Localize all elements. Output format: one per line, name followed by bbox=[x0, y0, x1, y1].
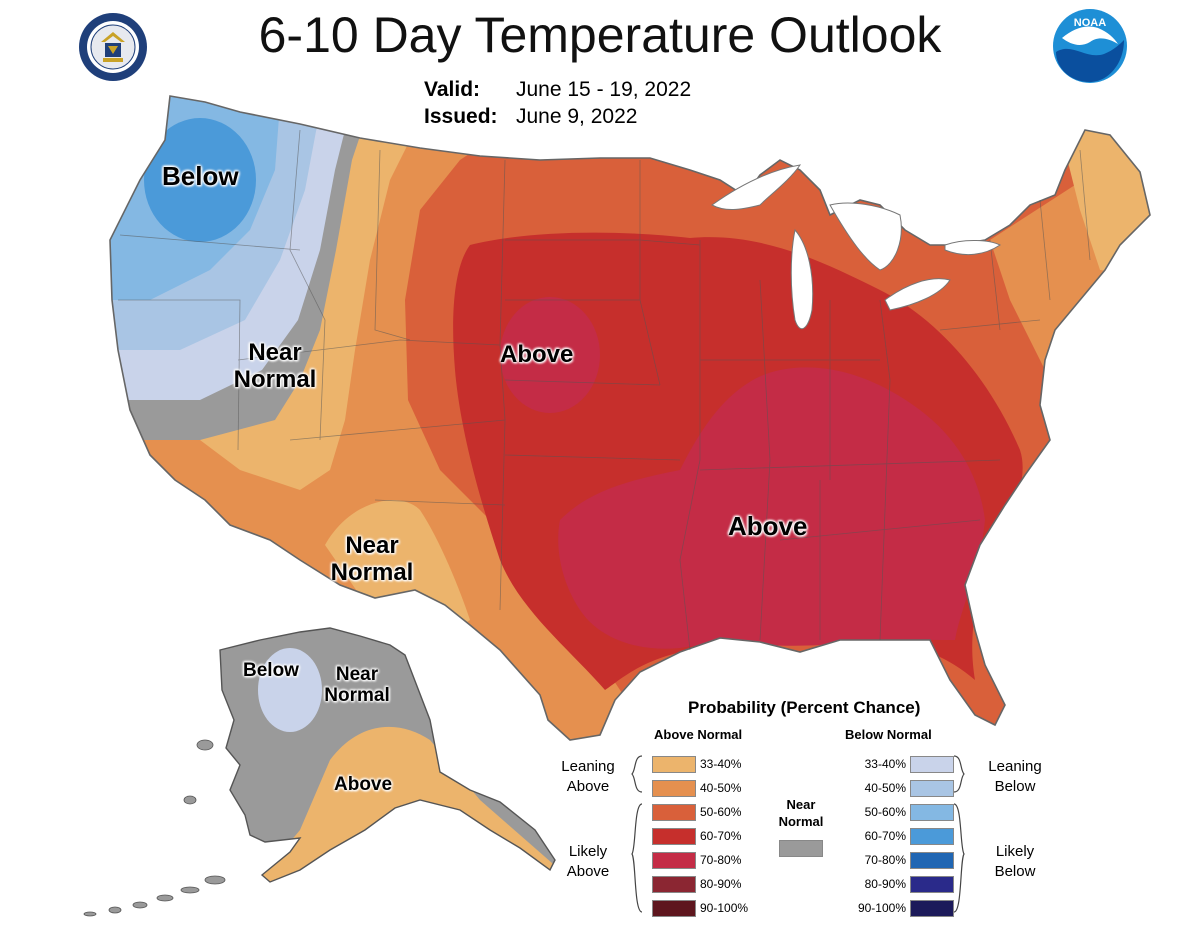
great-lakes bbox=[711, 164, 1001, 330]
legend-below-range-label: 50-60% bbox=[864, 805, 906, 819]
legend-title: Probability (Percent Chance) bbox=[688, 698, 921, 717]
legend-below-range-label: 40-50% bbox=[864, 781, 906, 795]
legend-below-range-label: 60-70% bbox=[864, 829, 906, 843]
noaa-logo-text: NOAA bbox=[1074, 17, 1106, 29]
legend-below-swatch bbox=[910, 900, 954, 917]
conus-outline bbox=[109, 95, 1151, 741]
legend-above-header: Above Normal bbox=[654, 727, 743, 742]
legend-leaning-above: Leaning Above bbox=[561, 758, 615, 795]
label-ak-above: Above bbox=[334, 774, 393, 795]
legend-above-swatch bbox=[652, 876, 696, 893]
alaska-outline bbox=[219, 627, 556, 883]
label-sw-near-normal: Near Normal bbox=[330, 532, 414, 586]
label-ak-near-normal: Near Normal bbox=[324, 664, 390, 707]
legend-leaning-below: Leaning Below bbox=[988, 758, 1042, 795]
legend-below-range-label: 90-100% bbox=[857, 901, 906, 915]
legend-above-range-label: 50-60% bbox=[700, 805, 742, 819]
legend-above-range-label: 90-100% bbox=[700, 901, 749, 915]
label-ak-below: Below bbox=[243, 660, 299, 681]
legend-right-braces bbox=[953, 755, 965, 913]
legend-below-swatch bbox=[910, 756, 954, 773]
legend-above-swatch bbox=[652, 900, 696, 917]
valid-label: Valid: bbox=[424, 78, 481, 101]
legend-below-swatch bbox=[910, 852, 954, 869]
legend-below-swatch bbox=[910, 780, 954, 797]
page-title: 6-10 Day Temperature Outlook bbox=[258, 7, 942, 63]
legend-below-swatch bbox=[910, 828, 954, 845]
legend-above-range-label: 40-50% bbox=[700, 781, 742, 795]
label-west-near-normal: Near Normal bbox=[233, 339, 317, 393]
legend-below-swatch bbox=[910, 804, 954, 821]
label-nw-below: Below bbox=[162, 161, 239, 191]
label-south-above: Above bbox=[728, 511, 808, 541]
legend-above-range-label: 33-40% bbox=[700, 757, 742, 771]
legend-above-swatch bbox=[652, 828, 696, 845]
legend-above-swatch bbox=[652, 780, 696, 797]
aleutian-islands bbox=[83, 739, 226, 917]
legend-likely-below: Likely Below bbox=[994, 843, 1036, 880]
legend-above-swatch bbox=[652, 804, 696, 821]
legend-below-range-label: 33-40% bbox=[864, 757, 906, 771]
legend-below-header: Below Normal bbox=[845, 727, 932, 742]
date-block: Valid: June 15 - 19, 2022 Issued: June 9, … bbox=[424, 76, 691, 130]
legend-below-range-label: 70-80% bbox=[864, 853, 906, 867]
issued-label: Issued: bbox=[424, 105, 498, 128]
legend-below-swatch bbox=[910, 876, 954, 893]
legend-left-braces bbox=[631, 755, 643, 913]
legend-near-normal-swatch bbox=[779, 840, 823, 857]
valid-value: June 15 - 19, 2022 bbox=[516, 78, 692, 101]
legend-above-swatch bbox=[652, 852, 696, 869]
label-central-above: Above bbox=[500, 341, 574, 368]
legend-above-range-label: 80-90% bbox=[700, 877, 742, 891]
issued-value: June 9, 2022 bbox=[516, 105, 638, 128]
legend-above-range-label: 70-80% bbox=[700, 853, 742, 867]
legend-above-range-label: 60-70% bbox=[700, 829, 742, 843]
noaa-logo-icon: NOAA bbox=[1053, 9, 1127, 83]
legend-below-range-label: 80-90% bbox=[864, 877, 906, 891]
commerce-seal-icon bbox=[79, 13, 147, 81]
legend-above-swatch bbox=[652, 756, 696, 773]
state-borders bbox=[118, 129, 1091, 651]
legend-near-normal-label: Near Normal bbox=[778, 797, 824, 829]
legend-likely-above: Likely Above bbox=[566, 843, 610, 880]
